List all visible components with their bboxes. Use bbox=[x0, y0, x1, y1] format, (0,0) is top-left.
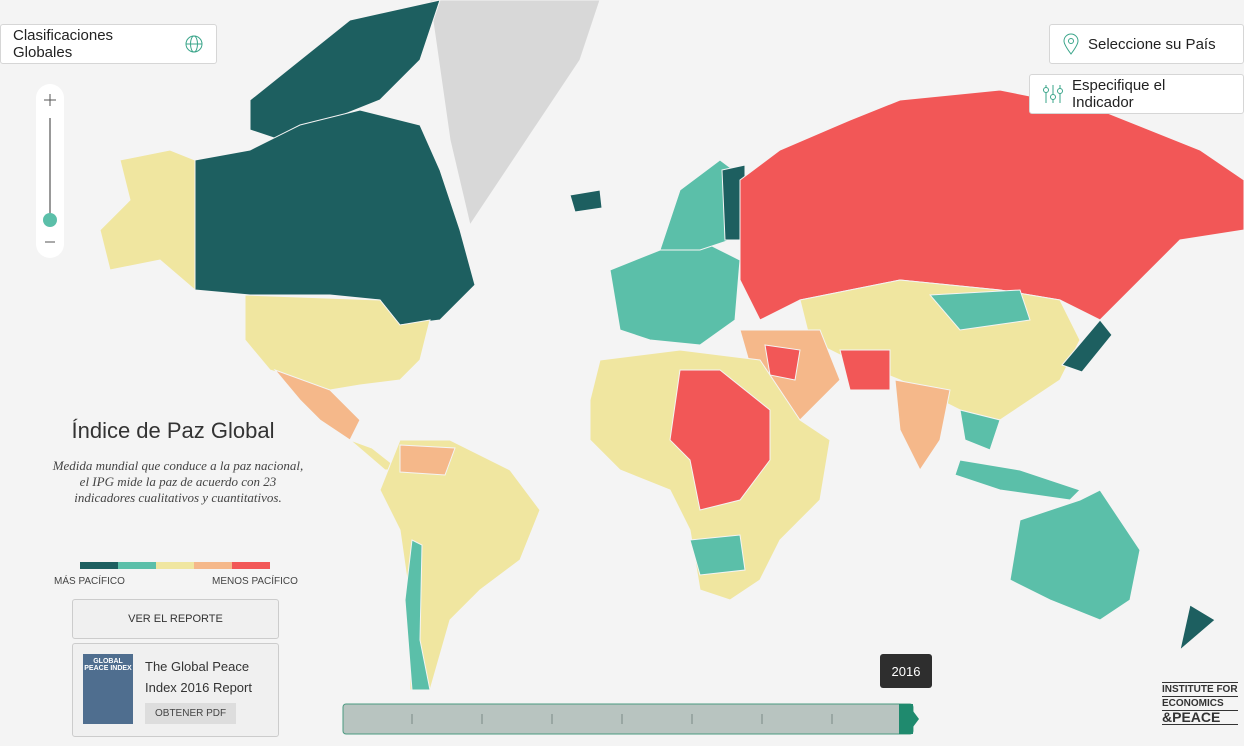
logo-line: ECONOMICS bbox=[1162, 697, 1238, 711]
legend-swatch bbox=[194, 562, 232, 569]
venezuela[interactable] bbox=[399, 444, 456, 476]
syria-iraq[interactable] bbox=[764, 344, 801, 381]
southern-africa[interactable] bbox=[689, 534, 746, 576]
south-america[interactable] bbox=[379, 439, 541, 691]
legend-high-label: MENOS PACÍFICO bbox=[212, 576, 298, 587]
panel-title: Índice de Paz Global bbox=[71, 418, 275, 443]
australia[interactable] bbox=[1009, 489, 1141, 621]
report-card: GLOBAL PEACE INDEX The Global Peace Inde… bbox=[72, 643, 279, 737]
timeline[interactable] bbox=[342, 703, 919, 735]
timeline-track[interactable] bbox=[342, 703, 914, 735]
globe-icon bbox=[185, 35, 203, 53]
indonesia[interactable] bbox=[954, 459, 1081, 501]
country-label: Seleccione su País bbox=[1088, 35, 1216, 53]
japan[interactable] bbox=[1061, 319, 1113, 373]
southeast-asia[interactable] bbox=[959, 409, 1001, 451]
pin-icon bbox=[1063, 33, 1079, 55]
chile[interactable] bbox=[404, 539, 431, 691]
country-button[interactable]: Seleccione su País bbox=[1049, 24, 1244, 64]
pdf-button[interactable]: OBTENER PDF bbox=[145, 703, 237, 724]
iceland[interactable] bbox=[569, 189, 603, 213]
greenland[interactable] bbox=[429, 0, 601, 227]
report-title: The Global Peace Index 2016 Report bbox=[145, 659, 252, 695]
pakistan-afghanistan[interactable] bbox=[839, 349, 891, 391]
indicator-button[interactable]: Especifique el Indicador bbox=[1029, 74, 1244, 114]
usa[interactable] bbox=[244, 294, 431, 391]
africa-conflict[interactable] bbox=[669, 369, 771, 511]
arctic-islands[interactable] bbox=[249, 0, 441, 141]
new-zealand[interactable] bbox=[1179, 604, 1216, 652]
mongolia[interactable] bbox=[928, 289, 1031, 331]
legend-swatch bbox=[118, 562, 156, 569]
canada[interactable] bbox=[194, 109, 476, 326]
russia[interactable] bbox=[739, 89, 1244, 321]
year-tooltip: 2016 bbox=[880, 654, 932, 688]
europe[interactable] bbox=[609, 239, 741, 346]
timeline-handle[interactable] bbox=[899, 704, 913, 734]
legend bbox=[80, 562, 270, 569]
legend-low-label: MÁS PACÍFICO bbox=[54, 576, 125, 587]
logo: INSTITUTE FOR ECONOMICS &PEACE bbox=[1162, 682, 1238, 725]
zoom-handle[interactable] bbox=[43, 213, 57, 227]
logo-line: &PEACE bbox=[1162, 710, 1238, 725]
report-button[interactable]: VER EL REPORTE bbox=[72, 599, 279, 639]
india[interactable] bbox=[894, 379, 951, 471]
zoom-icons bbox=[43, 94, 57, 243]
indicator-label: Especifique el Indicador bbox=[1071, 77, 1166, 111]
zoom-control[interactable] bbox=[36, 84, 64, 258]
legend-swatch bbox=[232, 562, 270, 569]
logo-line: INSTITUTE FOR bbox=[1162, 684, 1238, 697]
report-cover[interactable]: GLOBAL PEACE INDEX bbox=[83, 654, 133, 724]
timeline-handle-tip bbox=[913, 711, 919, 727]
panel-description: Medida mundial que conduce a la paz naci… bbox=[52, 458, 304, 505]
legend-swatch bbox=[80, 562, 118, 569]
rankings-label: Clasificaciones Globales bbox=[13, 27, 114, 61]
alaska[interactable] bbox=[99, 149, 196, 292]
sliders-icon bbox=[1043, 85, 1063, 103]
rankings-button[interactable]: Clasificaciones Globales bbox=[0, 24, 217, 64]
legend-swatch bbox=[156, 562, 194, 569]
